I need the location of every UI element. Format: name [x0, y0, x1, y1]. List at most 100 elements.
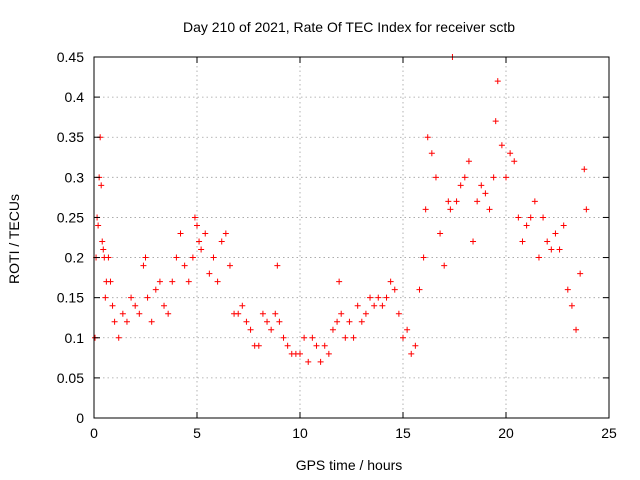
data-point-marker — [107, 278, 114, 285]
y-tick-label: 0.05 — [57, 370, 84, 386]
data-point-marker — [185, 278, 192, 285]
y-tick-label: 0.3 — [65, 169, 85, 185]
data-point-marker — [102, 294, 109, 301]
data-point-marker — [325, 350, 332, 357]
data-point-marker — [177, 230, 184, 237]
data-point-marker — [420, 254, 427, 261]
data-point-marker — [503, 174, 509, 181]
data-point-marker — [362, 310, 369, 317]
data-point-marker — [511, 158, 518, 165]
data-point-marker — [313, 342, 320, 349]
data-point-marker — [424, 134, 431, 141]
data-point-marker — [202, 230, 209, 237]
data-point-marker — [408, 350, 415, 357]
data-point-marker — [540, 214, 547, 221]
data-point-marker — [531, 198, 538, 205]
data-point-marker — [264, 318, 271, 325]
data-point-marker — [416, 286, 423, 293]
data-point-marker — [486, 206, 493, 213]
data-point-marker — [507, 150, 514, 157]
data-point-marker — [498, 142, 505, 149]
grid-lines — [94, 57, 609, 418]
data-point-marker — [519, 238, 526, 245]
data-point-marker — [560, 222, 567, 229]
data-point-marker — [284, 342, 291, 349]
data-point-marker — [173, 254, 180, 261]
data-point-marker — [395, 310, 402, 317]
data-point-marker — [492, 118, 499, 125]
data-point-marker — [297, 350, 303, 357]
y-tick-label: 0.45 — [57, 49, 84, 65]
data-point-marker — [99, 238, 106, 245]
data-point-marker — [422, 206, 429, 213]
data-point-marker — [577, 270, 584, 277]
data-point-marker — [95, 222, 102, 229]
data-point-marker — [453, 198, 460, 205]
data-point-marker — [305, 358, 312, 365]
y-tick-label: 0 — [76, 410, 84, 426]
data-point-marker — [428, 150, 435, 157]
data-point-marker — [358, 318, 365, 325]
data-point-marker — [196, 238, 203, 245]
data-point-marker — [198, 246, 205, 253]
data-point-marker — [474, 198, 481, 205]
data-point-marker — [375, 294, 382, 301]
data-point-marker — [152, 286, 159, 293]
data-point-marker — [272, 310, 279, 317]
data-point-marker — [354, 302, 361, 309]
plot-frame — [93, 56, 610, 419]
y-tick-label: 0.25 — [57, 209, 84, 225]
data-point-marker — [445, 198, 452, 205]
x-tick-label: 5 — [193, 425, 201, 441]
data-point-marker — [109, 302, 116, 309]
data-point-marker — [527, 214, 534, 221]
data-point-marker — [441, 262, 448, 269]
x-tick-label: 25 — [601, 425, 617, 441]
data-point-marker — [115, 334, 122, 341]
data-point-marker — [342, 334, 349, 341]
data-point-marker — [226, 262, 233, 269]
data-point-marker — [437, 230, 444, 237]
data-point-marker — [148, 318, 155, 325]
data-point-marker — [181, 262, 188, 269]
data-point-marker — [98, 182, 105, 189]
data-point-marker — [194, 222, 200, 229]
data-point-marker — [210, 254, 217, 261]
data-point-marker — [515, 214, 522, 221]
data-point-marker — [391, 286, 398, 293]
data-point-marker — [259, 310, 266, 317]
x-axis-label: GPS time / hours — [296, 457, 403, 473]
data-point-marker — [552, 230, 559, 237]
data-point-marker — [274, 262, 281, 269]
data-point-marker — [280, 334, 287, 341]
data-point-marker — [400, 334, 406, 341]
data-point-marker — [432, 174, 439, 181]
data-point-marker — [247, 326, 254, 333]
data-point-marker — [490, 174, 497, 181]
data-point-marker — [336, 278, 343, 285]
data-point-marker — [457, 182, 464, 189]
chart-title: Day 210 of 2021, Rate Of TEC Index for r… — [183, 19, 515, 35]
data-point-marker — [383, 294, 390, 301]
data-point-marker — [276, 318, 283, 325]
data-point-marker — [412, 342, 419, 349]
axis-ticks: 0 5 10 15 20 25 0 0.05 0.1 0.15 0.2 0.25 0.3 0.35 0.4 0… — [57, 49, 617, 441]
data-point-marker — [478, 182, 485, 189]
data-point-marker — [317, 358, 324, 365]
data-point-marker — [309, 334, 316, 341]
data-point-marker — [268, 326, 275, 333]
data-point-marker — [123, 318, 130, 325]
data-point-marker — [371, 302, 378, 309]
x-tick-label: 0 — [90, 425, 98, 441]
data-point-marker — [105, 254, 112, 261]
y-tick-label: 0.2 — [65, 250, 85, 266]
data-point-marker — [482, 190, 489, 197]
y-tick-label: 0.4 — [65, 89, 85, 105]
data-point-marker — [111, 318, 118, 325]
data-point-marker — [321, 342, 328, 349]
data-point-marker — [447, 206, 454, 213]
data-point-marker — [140, 262, 147, 269]
data-point-marker — [222, 230, 229, 237]
data-point-marker — [367, 294, 374, 301]
